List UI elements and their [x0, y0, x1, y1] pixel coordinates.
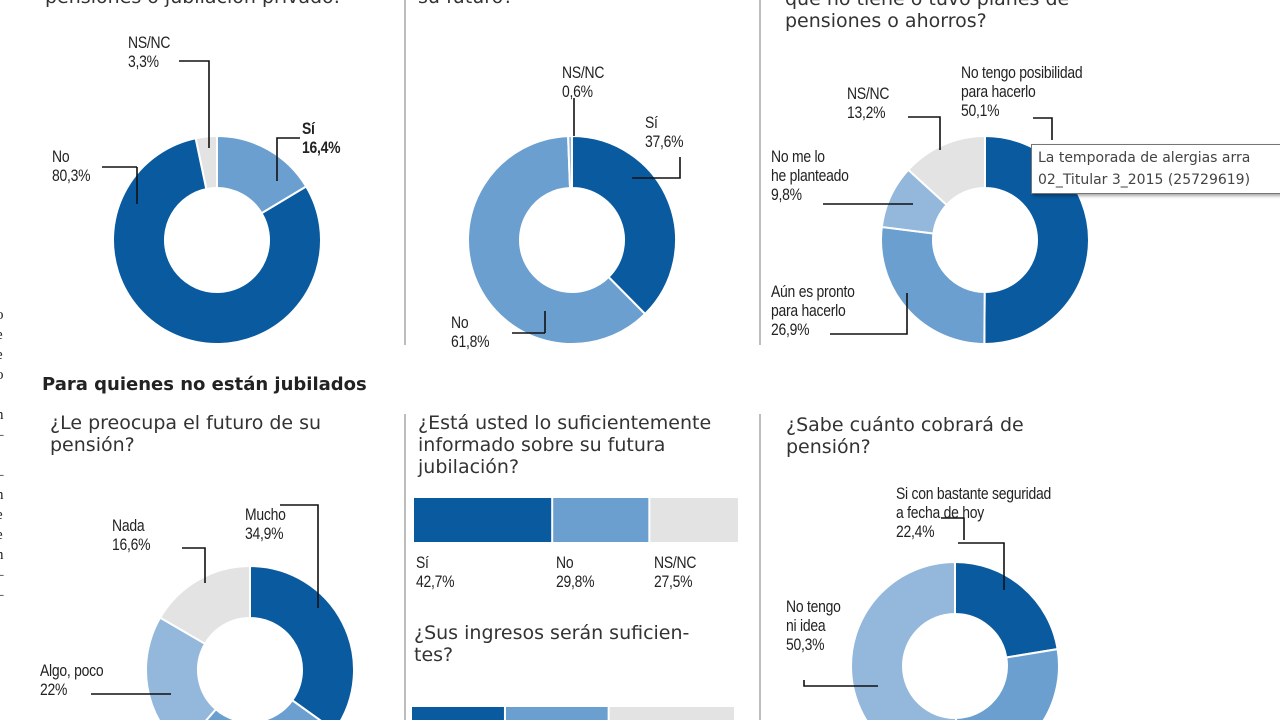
margin-glyph: n	[0, 545, 8, 565]
data-label: No 61,8%	[451, 313, 490, 351]
data-label: NS/NC 13,2%	[847, 84, 890, 122]
margin-glyph: n	[0, 485, 8, 505]
donut-slice	[112, 137, 322, 345]
data-label: Algo, poco 22%	[40, 661, 104, 699]
chart-title: ¿Está usted lo suficientemente informado…	[418, 412, 712, 478]
stacked-bar-informed	[414, 498, 738, 542]
margin-glyph: e	[0, 345, 8, 365]
donut-slice	[906, 134, 986, 207]
leader-line	[958, 542, 1005, 590]
data-label: No tengo posibilidad para hacerlo 50,1%	[961, 63, 1083, 120]
data-label: Sí 16,4%	[302, 119, 341, 157]
donut-slice	[880, 225, 986, 346]
data-label: No me lo he planteado 9,8%	[771, 147, 849, 204]
margin-glyph: –	[0, 465, 8, 485]
margin-glyph: n	[0, 405, 8, 425]
data-label: Sí 37,6%	[645, 113, 684, 151]
data-label: NS/NC 3,3%	[128, 33, 171, 71]
data-label: Aún es pronto para hacerlo 26,9%	[771, 282, 855, 339]
margin-glyph: o	[0, 365, 8, 385]
tooltip-line-1: La temporada de alergias arra	[1038, 150, 1251, 166]
bar-label: No 29,8%	[556, 553, 595, 591]
margin-glyph: e	[0, 525, 8, 545]
data-label: Si con bastante seguridad a fecha de hoy…	[896, 484, 1052, 541]
margin-glyph: –	[0, 425, 8, 445]
margin-glyph: –	[0, 565, 8, 585]
hover-tooltip: La temporada de alergias arra 02_Titular…	[1031, 144, 1280, 194]
column-divider	[404, 0, 406, 345]
donut-slice	[954, 560, 1059, 659]
donut-slice	[567, 134, 573, 190]
donut-slice	[249, 564, 355, 720]
margin-glyph: –	[0, 585, 8, 605]
donut-slice	[158, 564, 251, 646]
data-label: Nada 16,6%	[112, 516, 151, 554]
bar-label: Sí 42,7%	[416, 553, 455, 591]
chart-title-top-right-line2: pensiones o ahorros?	[785, 10, 987, 32]
bar-segment	[414, 498, 552, 542]
cut-article-text: oeeo n–l–neen––	[0, 305, 8, 605]
data-label: NS/NC 0,6%	[562, 63, 605, 101]
donut-slice	[850, 560, 958, 720]
leader-line	[179, 60, 210, 148]
leader-line	[182, 547, 206, 583]
column-divider	[759, 0, 761, 345]
tooltip-line-2: 02_Titular 3_2015 (25729619)	[1038, 172, 1251, 188]
chart-title-top-middle: su futuro?	[418, 0, 513, 8]
bar-segment	[505, 707, 608, 720]
bar-segment	[650, 498, 738, 542]
donut-slice	[571, 134, 677, 316]
bar-label: NS/NC 27,5%	[654, 553, 697, 591]
leader-line	[803, 680, 878, 687]
donut-private-pension	[112, 134, 322, 345]
leader-line	[908, 116, 941, 150]
column-divider	[759, 414, 761, 720]
leader-line	[830, 293, 908, 335]
leader-line	[632, 157, 681, 179]
chart-title: ¿Sabe cuánto cobrará de pensión?	[786, 414, 1024, 458]
margin-glyph: e	[0, 505, 8, 525]
leader-line	[941, 517, 965, 540]
margin-glyph: l	[0, 445, 8, 465]
margin-glyph: e	[0, 325, 8, 345]
column-divider	[404, 414, 406, 720]
section-heading: Para quienes no están jubilados	[42, 374, 367, 395]
chart-title: ¿Le preocupa el futuro de su pensión?	[50, 412, 322, 456]
margin-glyph: o	[0, 305, 8, 325]
data-label: No 80,3%	[52, 147, 91, 185]
chart-title-top-right-line1: que no tiene o tuvo planes de	[785, 0, 1069, 10]
data-label: No tengo ni idea 50,3%	[786, 597, 841, 654]
leader-line	[276, 137, 300, 181]
donut-slice	[467, 135, 647, 345]
donut-slice	[954, 647, 1061, 720]
bar-segment	[553, 498, 649, 542]
data-label: Mucho 34,9%	[245, 505, 286, 543]
donut-slice	[205, 698, 322, 720]
donut-worry	[145, 564, 355, 720]
leader-line	[280, 504, 319, 608]
stacked-bar-income	[412, 707, 734, 720]
donut-know-amount	[850, 560, 1061, 720]
bar-segment	[412, 707, 504, 720]
bar-segment	[609, 707, 734, 720]
donut-future	[467, 134, 677, 345]
chart-title: ¿Sus ingresos serán suficien- tes?	[414, 622, 690, 666]
chart-title-top-left: pensiones o jubilación privado:	[45, 0, 340, 8]
leader-line	[1033, 117, 1053, 140]
